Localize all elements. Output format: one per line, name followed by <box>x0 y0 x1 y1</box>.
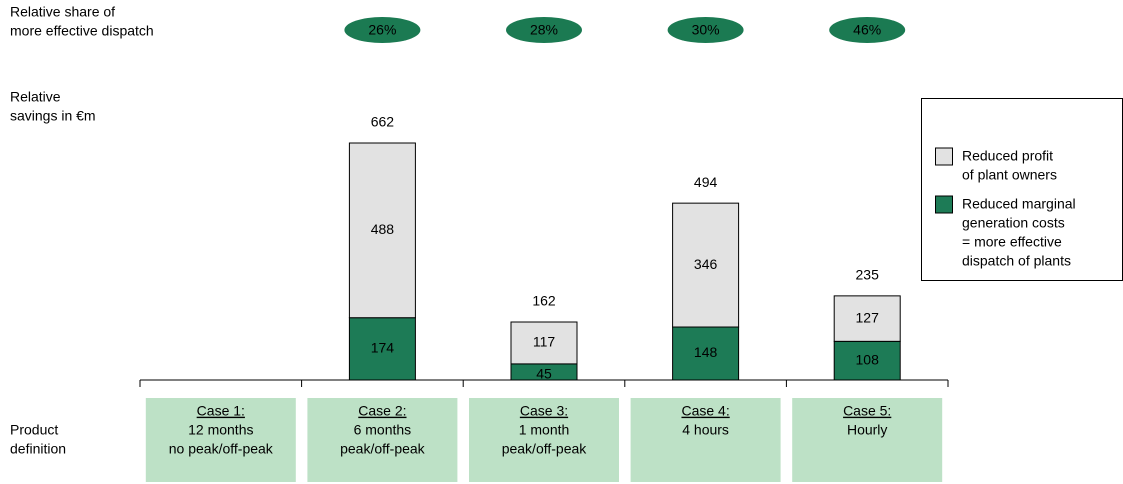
case-detail: 4 hours <box>682 422 729 438</box>
legend-swatch <box>935 147 953 166</box>
legend-swatch <box>935 195 953 214</box>
total-label: 162 <box>532 293 556 309</box>
segment-label: 346 <box>694 256 718 272</box>
x-tick-label: Case 1: <box>197 403 245 419</box>
bar-segment <box>833 295 901 342</box>
segment-label: 127 <box>856 309 880 325</box>
x-tick-label: Case 3: <box>520 403 568 419</box>
legend-label: = more effective <box>962 234 1062 250</box>
case-detail: 1 month <box>519 422 570 438</box>
row-label: Relative <box>10 89 61 105</box>
row-label: Relative share of <box>10 4 115 20</box>
legend-box <box>921 98 1123 281</box>
case-box <box>307 398 458 482</box>
legend-label: Reduced profit <box>962 148 1053 164</box>
segment-label: 45 <box>536 366 552 382</box>
case-detail: peak/off-peak <box>502 441 588 457</box>
case-detail: 6 months <box>354 422 412 438</box>
share-label: 26% <box>368 22 396 38</box>
total-label: 235 <box>856 267 880 283</box>
case-box <box>792 398 943 482</box>
case-detail: peak/off-peak <box>340 441 426 457</box>
x-tick-label: Case 2: <box>358 403 406 419</box>
case-box <box>630 398 781 482</box>
bar-segment <box>672 326 740 381</box>
case-detail: Hourly <box>847 422 887 438</box>
legend-label: Reduced marginal <box>962 196 1076 212</box>
row-label: definition <box>10 441 66 457</box>
bar-segment <box>672 202 740 328</box>
row-label: savings in €m <box>10 108 96 124</box>
total-label: 494 <box>694 174 718 190</box>
case-box <box>145 398 296 482</box>
x-tick-label: Case 4: <box>681 403 729 419</box>
bar-segment <box>510 321 578 365</box>
share-label: 28% <box>530 22 558 38</box>
share-badge <box>667 17 744 43</box>
total-label: 662 <box>371 114 395 130</box>
segment-label: 174 <box>371 340 395 356</box>
share-label: 30% <box>692 22 720 38</box>
segment-label: 488 <box>371 221 395 237</box>
share-badge <box>344 17 421 43</box>
legend-label: generation costs <box>962 215 1065 231</box>
segment-label: 108 <box>856 351 880 367</box>
segment-label: 117 <box>533 334 556 350</box>
row-label: more effective dispatch <box>10 23 154 39</box>
legend-label: of plant owners <box>962 167 1057 183</box>
legend-label: dispatch of plants <box>962 253 1071 269</box>
x-tick-label: Case 5: <box>843 403 891 419</box>
case-detail: 12 months <box>188 422 253 438</box>
row-label: Product <box>10 422 58 438</box>
segment-label: 148 <box>694 344 718 360</box>
case-detail: no peak/off-peak <box>169 441 274 457</box>
case-box <box>469 398 619 482</box>
bar-segment <box>348 317 416 381</box>
bar-segment <box>833 340 901 381</box>
share-label: 46% <box>853 22 881 38</box>
share-badge <box>829 17 906 43</box>
share-badge <box>506 17 582 43</box>
bar-segment <box>348 142 416 319</box>
